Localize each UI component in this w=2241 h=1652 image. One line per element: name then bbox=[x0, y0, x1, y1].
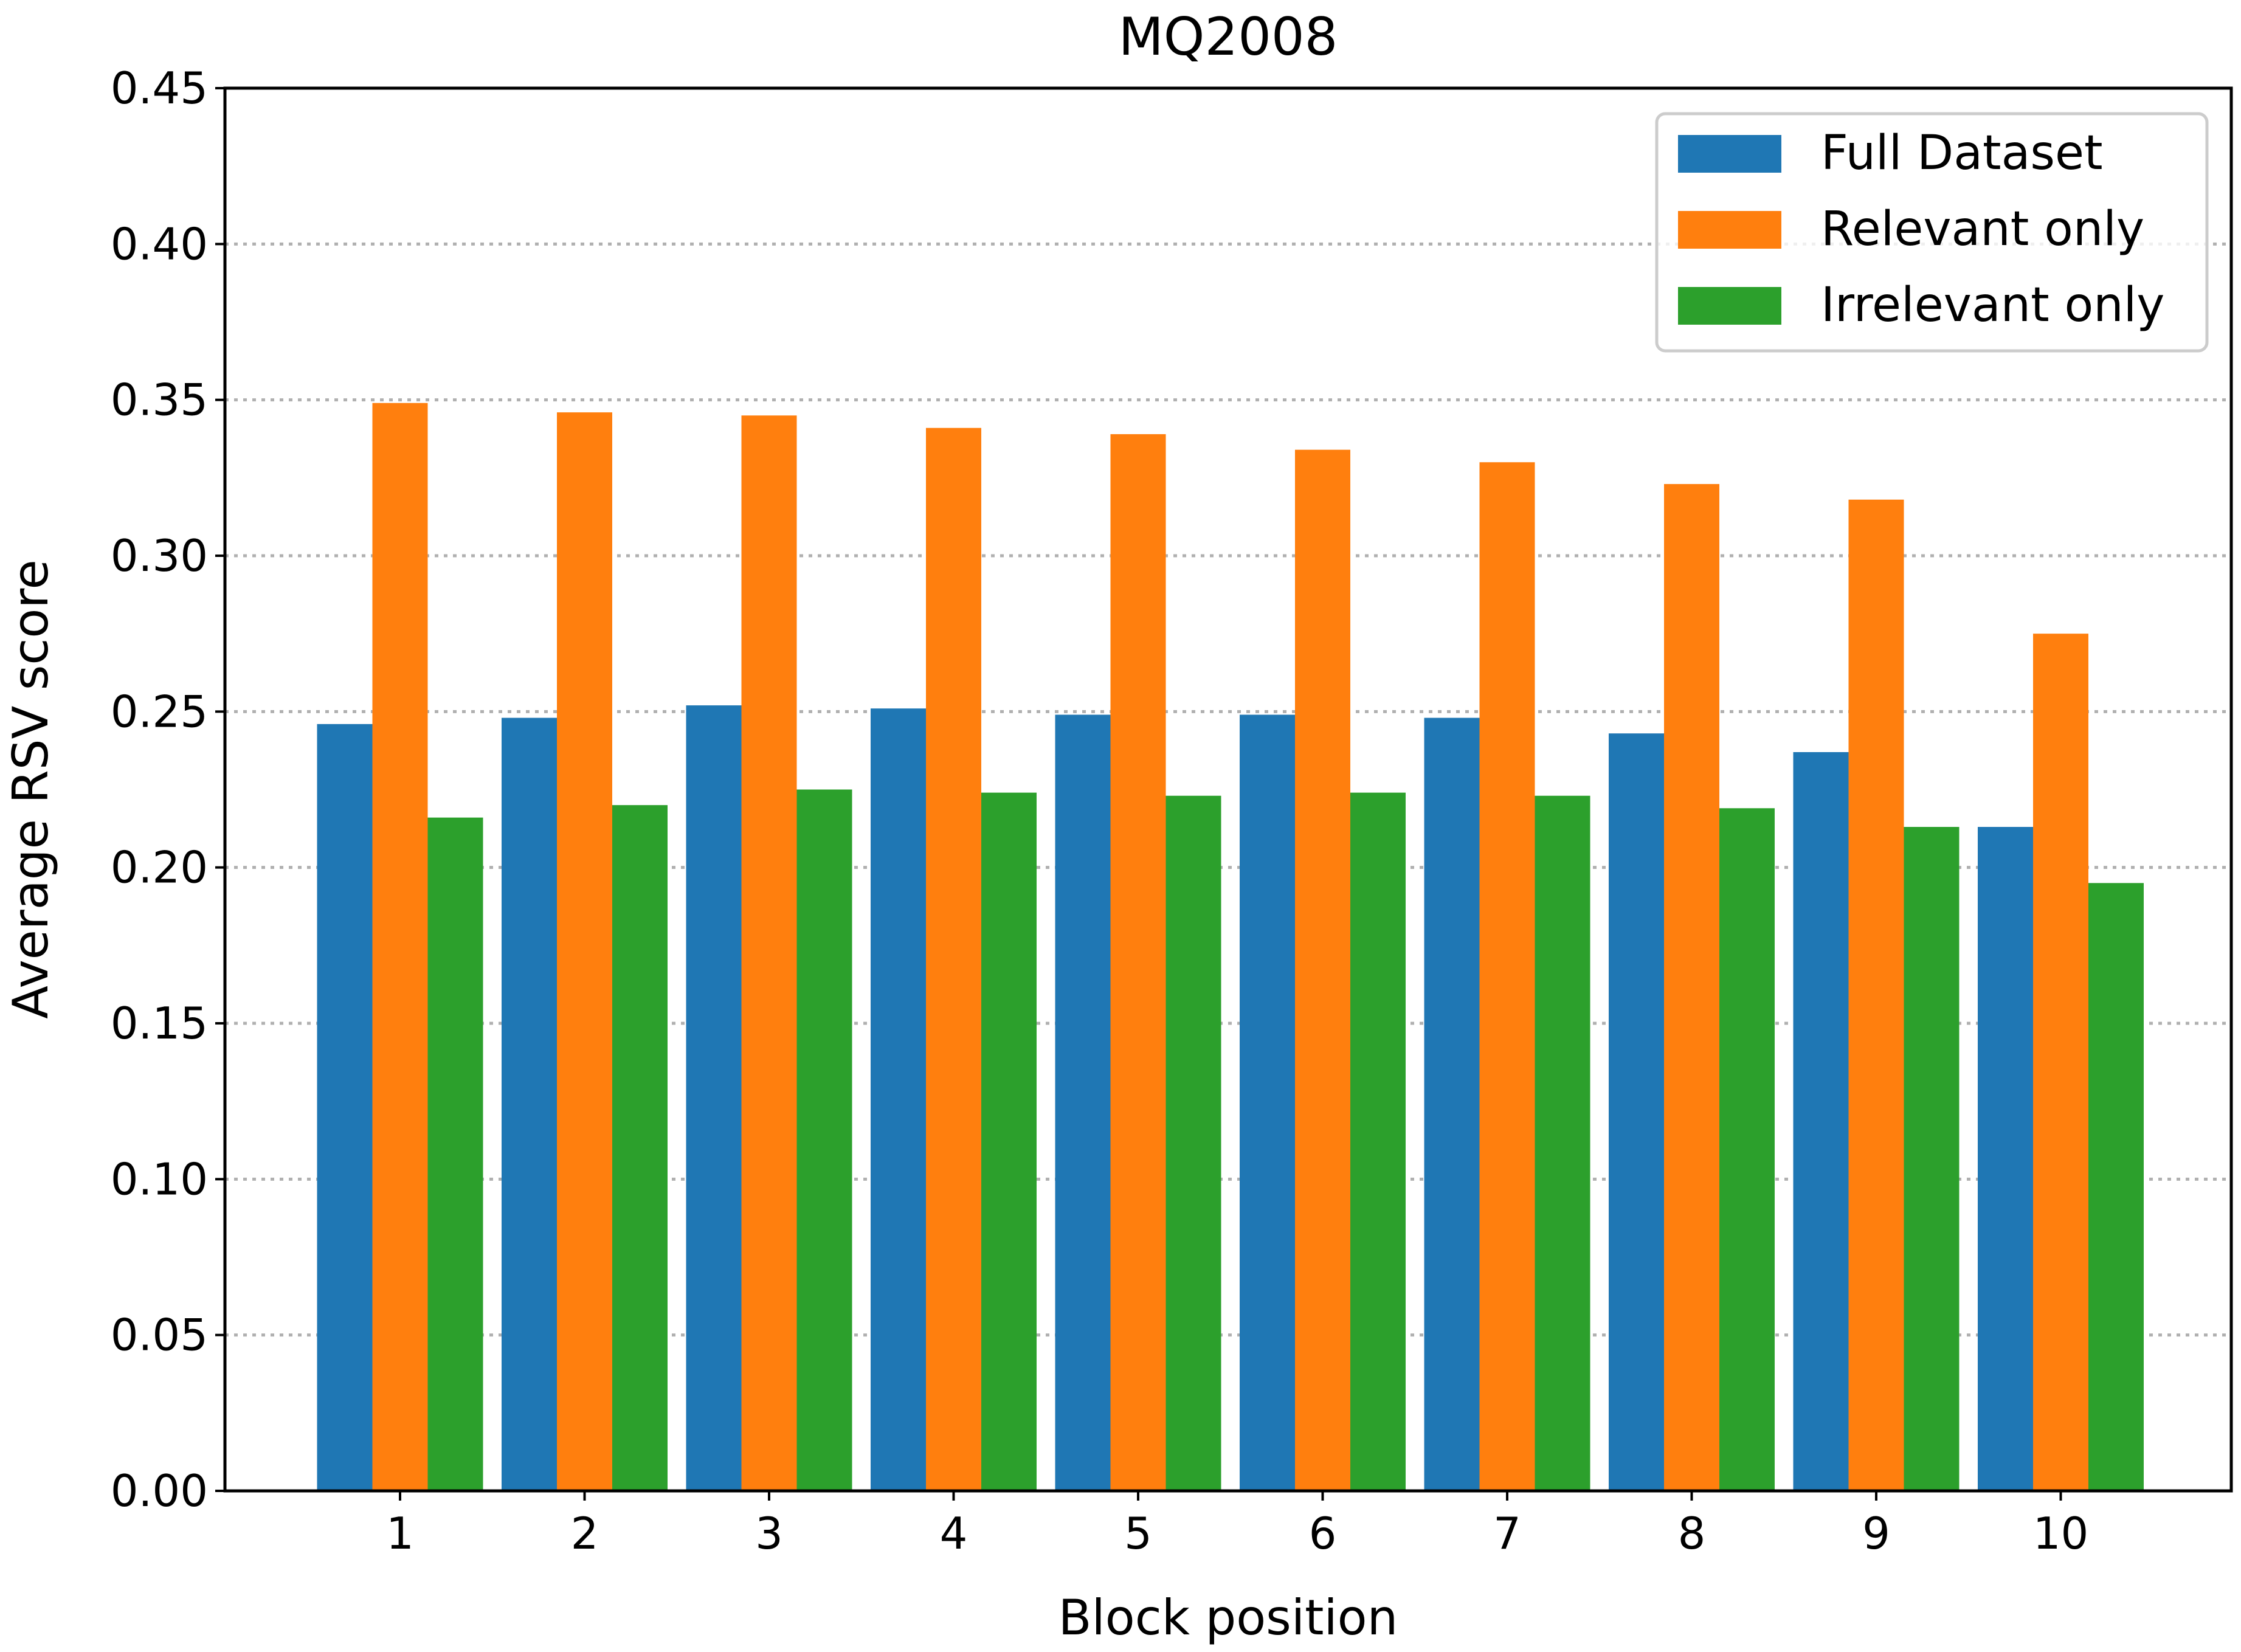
legend-label: Full Dataset bbox=[1821, 126, 2103, 181]
y-tick-label: 0.35 bbox=[111, 375, 208, 426]
y-tick-label: 0.15 bbox=[111, 998, 208, 1049]
bar-relevant-only-7 bbox=[1479, 462, 1535, 1491]
legend-frame bbox=[1655, 112, 2209, 353]
x-tick-label: 7 bbox=[1493, 1508, 1521, 1559]
y-tick-label: 0.20 bbox=[111, 842, 208, 893]
legend: Full Dataset Relevant only Irrelevant only bbox=[1655, 112, 2209, 353]
y-tick-label: 0.05 bbox=[111, 1310, 208, 1361]
y-axis-ticks: 0.00 0.05 0.10 0.15 0.20 0.25 0.30 0.35 0.40 0.45 bbox=[111, 63, 225, 1516]
y-tick-label: 0.10 bbox=[111, 1153, 208, 1204]
legend-swatch-relevant-only bbox=[1678, 211, 1781, 249]
bar-relevant-only-9 bbox=[1848, 499, 1904, 1491]
bar-relevant-only-3 bbox=[741, 415, 797, 1491]
x-tick-label: 6 bbox=[1309, 1508, 1337, 1559]
bar-relevant-only-2 bbox=[557, 412, 612, 1491]
legend-label: Relevant only bbox=[1821, 202, 2144, 257]
bar-irrelevant-only-10 bbox=[2088, 883, 2144, 1491]
x-axis-ticks: 1 2 3 4 5 6 7 8 9 10 bbox=[386, 1491, 2088, 1559]
bars bbox=[317, 403, 2144, 1491]
bar-relevant-only-4 bbox=[926, 427, 981, 1491]
y-tick-label: 0.00 bbox=[111, 1465, 208, 1516]
bar-irrelevant-only-8 bbox=[1719, 808, 1775, 1491]
bar-full-dataset-4 bbox=[871, 708, 926, 1491]
x-axis-label: Block position bbox=[1058, 1589, 1398, 1646]
bar-full-dataset-2 bbox=[502, 717, 557, 1491]
bar-relevant-only-1 bbox=[372, 403, 428, 1491]
x-tick-label: 1 bbox=[386, 1508, 414, 1559]
bar-relevant-only-8 bbox=[1664, 484, 1719, 1491]
bar-full-dataset-1 bbox=[317, 724, 373, 1491]
x-tick-label: 4 bbox=[940, 1508, 968, 1559]
bar-full-dataset-8 bbox=[1609, 733, 1664, 1491]
bar-irrelevant-only-2 bbox=[612, 805, 668, 1491]
bar-irrelevant-only-5 bbox=[1165, 795, 1221, 1491]
bar-full-dataset-3 bbox=[686, 705, 742, 1491]
bar-irrelevant-only-3 bbox=[796, 789, 852, 1491]
y-tick-label: 0.30 bbox=[111, 530, 208, 581]
y-tick-label: 0.45 bbox=[111, 63, 208, 114]
y-axis-label: Average RSV score bbox=[2, 559, 59, 1018]
y-tick-label: 0.40 bbox=[111, 218, 208, 269]
bar-full-dataset-10 bbox=[1978, 827, 2033, 1491]
x-tick-label: 3 bbox=[755, 1508, 783, 1559]
bar-relevant-only-6 bbox=[1295, 449, 1350, 1491]
x-tick-label: 10 bbox=[2033, 1508, 2089, 1559]
bar-full-dataset-9 bbox=[1793, 752, 1849, 1491]
x-tick-label: 5 bbox=[1124, 1508, 1152, 1559]
bar-full-dataset-5 bbox=[1055, 714, 1111, 1491]
bar-irrelevant-only-6 bbox=[1350, 792, 1406, 1491]
legend-swatch-full-dataset bbox=[1678, 135, 1781, 173]
legend-label: Irrelevant only bbox=[1821, 278, 2164, 333]
bar-irrelevant-only-9 bbox=[1904, 827, 1960, 1491]
x-tick-label: 2 bbox=[571, 1508, 599, 1559]
bar-irrelevant-only-1 bbox=[427, 817, 483, 1491]
bar-irrelevant-only-4 bbox=[981, 792, 1037, 1491]
bar-full-dataset-6 bbox=[1240, 714, 1295, 1491]
bar-relevant-only-10 bbox=[2033, 634, 2088, 1491]
plot-frame bbox=[223, 86, 2233, 1493]
bar-irrelevant-only-7 bbox=[1535, 795, 1590, 1491]
bar-relevant-only-5 bbox=[1110, 434, 1166, 1491]
legend-swatch-irrelevant-only bbox=[1678, 287, 1781, 325]
x-tick-label: 9 bbox=[1862, 1508, 1890, 1559]
chart-title: MQ2008 bbox=[1119, 7, 1338, 67]
y-tick-label: 0.25 bbox=[111, 686, 208, 737]
bar-full-dataset-7 bbox=[1424, 717, 1480, 1491]
x-tick-label: 8 bbox=[1678, 1508, 1706, 1559]
